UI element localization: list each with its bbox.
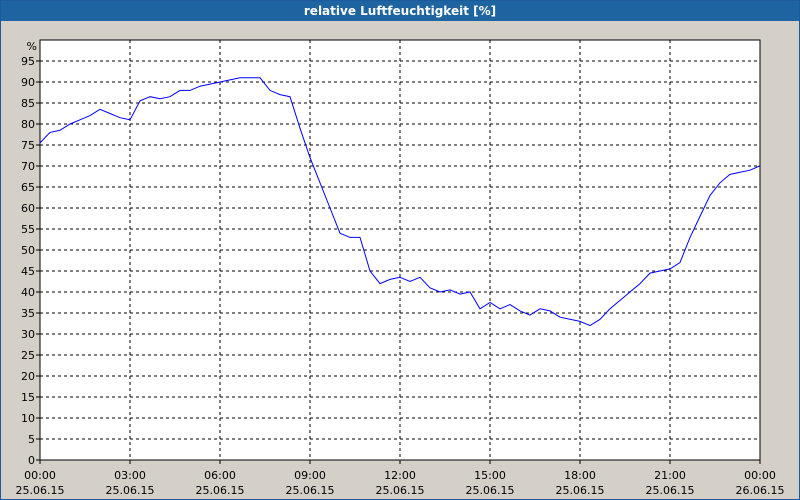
y-tick-label: 95 [21, 55, 35, 68]
chart-title: relative Luftfeuchtigkeit [%] [1, 1, 799, 21]
y-tick-label: 50 [21, 244, 35, 257]
y-tick-label: 65 [21, 181, 35, 194]
y-axis: 0 5 10 15 20 25 30 35 40 45 50 55 60 65 70 75 80 85 90 95 [21, 55, 40, 467]
x-tick-time-label: 06:00 [204, 469, 236, 482]
y-tick-label: 15 [21, 391, 35, 404]
x-axis: 00:00 25.06.15 03:00 25.06.15 06:00 25.06.15 0… [16, 460, 785, 497]
y-tick-label: 35 [21, 307, 35, 320]
x-tick-time-label: 00:00 [24, 469, 56, 482]
y-tick-label: 20 [21, 370, 35, 383]
y-tick-label: 5 [28, 433, 35, 446]
x-tick-time-label: 21:00 [654, 469, 686, 482]
x-tick-date-label: 25.06.15 [646, 484, 695, 497]
y-tick-label: 25 [21, 349, 35, 362]
x-tick-date-label: 25.06.15 [196, 484, 245, 497]
x-tick-date-label: 25.06.15 [106, 484, 155, 497]
x-tick-date-label: 25.06.15 [556, 484, 605, 497]
y-tick-label: 0 [28, 454, 35, 467]
x-tick-date-label: 25.06.15 [466, 484, 515, 497]
y-tick-label: 70 [21, 160, 35, 173]
y-tick-label: 45 [21, 265, 35, 278]
x-tick-time-label: 18:00 [564, 469, 596, 482]
y-tick-label: 60 [21, 202, 35, 215]
y-tick-label: 85 [21, 97, 35, 110]
x-tick-time-label: 09:00 [294, 469, 326, 482]
x-tick-time-label: 12:00 [384, 469, 416, 482]
y-axis-unit-label: % [27, 40, 37, 53]
y-tick-label: 75 [21, 139, 35, 152]
humidity-series-line [39, 77, 760, 327]
x-tick-date-label: 25.06.15 [376, 484, 425, 497]
x-tick-date-label: 25.06.15 [16, 484, 65, 497]
x-tick-time-label: 03:00 [114, 469, 146, 482]
y-tick-label: 90 [21, 76, 35, 89]
x-tick-date-label: 26.06.15 [736, 484, 785, 497]
grid [40, 40, 760, 460]
x-tick-date-label: 25.06.15 [286, 484, 335, 497]
y-tick-label: 55 [21, 223, 35, 236]
y-tick-label: 40 [21, 286, 35, 299]
x-tick-time-label: 15:00 [474, 469, 506, 482]
y-tick-label: 80 [21, 118, 35, 131]
y-tick-label: 30 [21, 328, 35, 341]
y-tick-label: 10 [21, 412, 35, 425]
x-tick-time-label: 00:00 [744, 469, 776, 482]
